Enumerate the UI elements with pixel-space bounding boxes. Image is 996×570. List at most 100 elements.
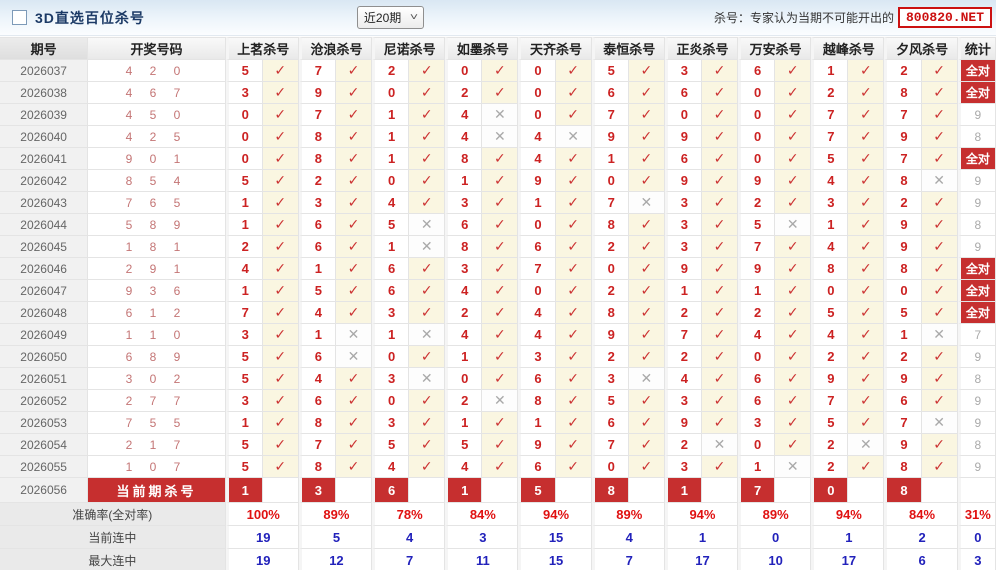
miss-x-icon: ✕	[628, 192, 665, 214]
kill-number-cell: 3	[664, 214, 702, 236]
draw-numbers-cell: 7 6 5	[88, 192, 226, 214]
hit-check-icon: ✓	[628, 412, 665, 434]
kill-number-cell: 6	[298, 214, 336, 236]
hit-check-icon: ✓	[482, 170, 519, 192]
col-header-expert-9: 越峰杀号	[811, 37, 885, 60]
kill-number-cell: 1	[738, 280, 776, 302]
table-row: 2026040 4 2 5 0 ✓ 8 ✓ 1 ✓ 4 ✕ 4 ✕ 9 ✓ 9 ✓ 0 ✓ 7 ✓ 9 ✓ 8	[0, 126, 996, 148]
site-badge[interactable]: 800820.NET	[897, 7, 992, 28]
summary-value-cell: 12	[298, 549, 373, 570]
hit-check-icon: ✓	[701, 170, 739, 192]
current-kill-number-cell: 3	[298, 478, 336, 503]
hit-check-icon: ✓	[701, 148, 739, 170]
hit-check-icon: ✓	[262, 412, 299, 434]
hit-check-icon: ✓	[848, 412, 885, 434]
period-cell: 2026047	[0, 280, 89, 302]
kill-number-cell: 8	[518, 390, 556, 412]
hit-check-icon: ✓	[775, 346, 812, 368]
kill-number-cell: 3	[445, 258, 483, 280]
hit-check-icon: ✓	[482, 258, 519, 280]
kill-number-cell: 5	[738, 214, 776, 236]
hit-check-icon: ✓	[775, 104, 812, 126]
kill-number-cell: 5	[445, 434, 483, 456]
kill-number-cell: 1	[445, 170, 483, 192]
hit-check-icon: ✓	[482, 82, 519, 104]
hit-check-icon: ✓	[555, 434, 592, 456]
kill-number-cell: 1	[445, 412, 483, 434]
hit-check-icon: ✓	[775, 280, 812, 302]
kill-number-cell: 4	[811, 236, 849, 258]
stat-cell: 9	[957, 390, 996, 412]
current-kill-number-cell: 7	[738, 478, 776, 503]
period-cell: 2026040	[0, 126, 89, 148]
hit-check-icon: ✓	[262, 170, 299, 192]
table-row: 2026038 4 6 7 3 ✓ 9 ✓ 0 ✓ 2 ✓ 0 ✓ 6 ✓ 6 ✓ 0 ✓ 2 ✓ 8 ✓ 全对	[0, 82, 996, 104]
kill-number-cell: 0	[518, 280, 556, 302]
hit-check-icon: ✓	[555, 456, 592, 478]
miss-x-icon: ✕	[409, 368, 446, 390]
summary-value-cell: 7	[591, 549, 665, 570]
kill-number-cell: 7	[884, 148, 922, 170]
hit-check-icon: ✓	[628, 258, 665, 280]
kill-number-cell: 4	[738, 324, 776, 346]
summary-value-cell: 94%	[664, 503, 739, 526]
hit-check-icon: ✓	[701, 302, 739, 324]
current-kill-number-cell: 1	[445, 478, 483, 503]
draw-numbers-cell: 7 5 5	[88, 412, 226, 434]
col-header-draw: 开奖号码	[88, 37, 226, 60]
kill-number-cell: 2	[664, 346, 702, 368]
panel-checkbox[interactable]	[12, 10, 27, 25]
summary-value-cell: 89%	[298, 503, 373, 526]
kill-number-cell: 1	[518, 412, 556, 434]
kill-number-cell: 1	[372, 126, 410, 148]
hit-check-icon: ✓	[775, 302, 812, 324]
kill-number-cell: 4	[518, 324, 556, 346]
range-select[interactable]: 近20期 ˅	[356, 6, 425, 29]
col-header-expert-10: 夕风杀号	[884, 37, 958, 60]
col-header-expert-2: 沧浪杀号	[298, 37, 373, 60]
stat-cell: 全对	[957, 258, 996, 280]
kill-number-cell: 5	[372, 214, 410, 236]
hit-check-icon: ✓	[555, 412, 592, 434]
stat-cell: 全对	[957, 82, 996, 104]
current-kill-number-cell: 0	[811, 478, 849, 503]
period-cell: 2026041	[0, 148, 89, 170]
kill-number-cell: 3	[372, 368, 410, 390]
kill-number-cell: 6	[518, 368, 556, 390]
hit-check-icon: ✓	[921, 280, 958, 302]
hit-check-icon: ✓	[482, 324, 519, 346]
summary-value-cell: 89%	[591, 503, 665, 526]
hit-check-icon: ✓	[555, 280, 592, 302]
kill-number-cell: 0	[225, 148, 263, 170]
hit-check-icon: ✓	[628, 60, 665, 82]
hit-check-icon: ✓	[921, 104, 958, 126]
hit-check-icon: ✓	[482, 346, 519, 368]
summary-value-cell: 17	[664, 549, 739, 570]
hit-check-icon: ✓	[555, 148, 592, 170]
hit-check-icon: ✓	[555, 324, 592, 346]
kill-number-cell: 6	[298, 236, 336, 258]
kill-number-cell: 3	[664, 456, 702, 478]
kill-number-cell: 7	[738, 236, 776, 258]
kill-number-cell: 5	[591, 390, 629, 412]
hit-check-icon: ✓	[335, 258, 373, 280]
hit-check-icon: ✓	[628, 302, 665, 324]
stat-cell: 9	[957, 192, 996, 214]
draw-numbers-cell: 4 5 0	[88, 104, 226, 126]
summary-value-cell: 15	[518, 549, 592, 570]
kill-number-cell: 5	[591, 60, 629, 82]
hit-check-icon: ✓	[628, 170, 665, 192]
kill-number-cell: 3	[664, 60, 702, 82]
kill-number-cell: 4	[298, 302, 336, 324]
kill-number-cell: 3	[225, 390, 263, 412]
hit-check-icon: ✓	[262, 192, 299, 214]
summary-value-cell: 84%	[445, 503, 519, 526]
chevron-down-icon: ˅	[410, 12, 419, 23]
hit-check-icon: ✓	[848, 214, 885, 236]
period-cell: 2026049	[0, 324, 89, 346]
kill-number-cell: 7	[884, 104, 922, 126]
hit-check-icon: ✓	[701, 82, 739, 104]
table-row: 2026039 4 5 0 0 ✓ 7 ✓ 1 ✓ 4 ✕ 0 ✓ 7 ✓ 0 ✓ 0 ✓ 7 ✓ 7 ✓ 9	[0, 104, 996, 126]
kill-number-cell: 5	[372, 434, 410, 456]
kill-number-cell: 6	[884, 390, 922, 412]
